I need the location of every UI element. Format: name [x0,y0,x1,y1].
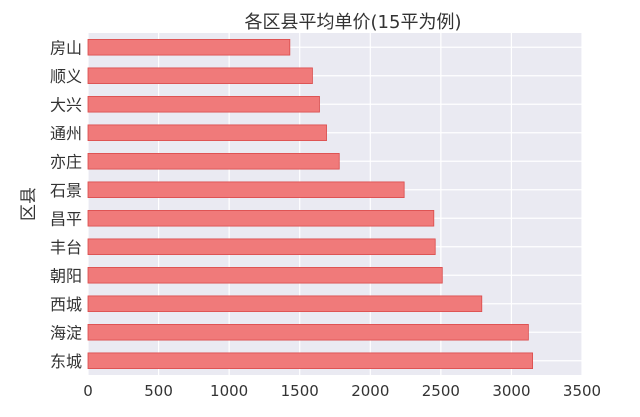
x-tick-label: 500 [144,382,173,400]
y-tick-label: 亦庄 [50,152,82,171]
bar-10 [87,295,483,312]
y-tick-label: 海淀 [50,323,82,342]
bars [87,39,534,369]
bar-8 [87,238,436,255]
x-tick-label: 2000 [351,382,389,400]
plot-background [88,33,582,375]
y-tick-label: 西城 [50,295,82,314]
y-tick-label: 朝阳 [50,266,82,285]
bar-5 [87,153,340,170]
x-tick-label: 0 [83,382,93,400]
x-tick-label: 1500 [281,382,319,400]
bar-9 [87,267,443,284]
x-tick-label: 3000 [492,382,530,400]
y-tick-label: 昌平 [50,209,82,228]
y-tick-label: 房山 [50,38,82,57]
bar-11 [87,324,529,341]
y-tick-label: 顺义 [50,67,82,86]
bar-7 [87,210,435,227]
bar-4 [87,124,327,141]
bar-3 [87,96,320,113]
y-tick-label: 通州 [50,124,82,143]
y-tick-label: 丰台 [50,238,82,257]
x-tick-labels: 0 500 1000 1500 2000 2500 3000 3500 [83,382,601,400]
x-tick-label: 1000 [210,382,248,400]
bar-1 [87,39,291,56]
x-tick-label: 2500 [422,382,460,400]
bar-6 [87,181,405,198]
x-tick-label: 3500 [563,382,601,400]
y-tick-label: 石景 [50,181,82,200]
chart-title: 各区县平均单价(15平为例) [245,12,462,33]
bar-2 [87,67,313,84]
y-axis-label: 区县 [19,187,39,221]
bar-12 [87,352,534,369]
y-tick-label: 东城 [50,352,82,371]
y-tick-label: 大兴 [50,95,82,114]
